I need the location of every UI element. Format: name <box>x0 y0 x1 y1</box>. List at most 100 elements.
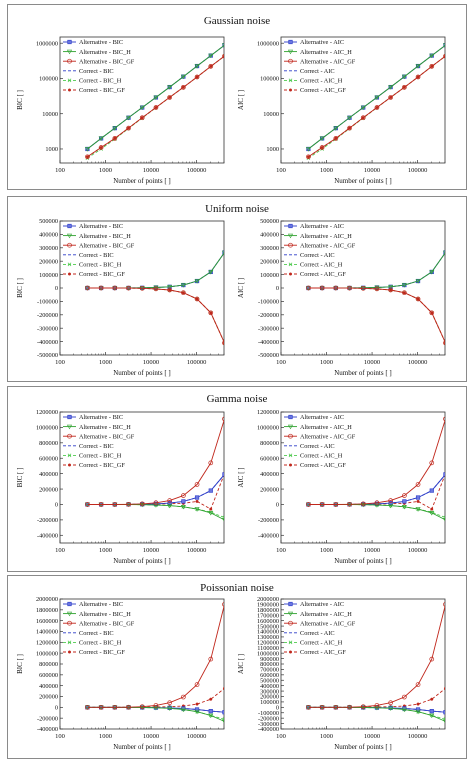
data-point <box>360 285 366 291</box>
y-tick-label: 400000 <box>39 232 58 239</box>
legend-marker <box>287 49 294 55</box>
legend-marker <box>288 262 293 267</box>
y-tick-label: 1200000 <box>36 640 58 647</box>
legend-marker <box>288 78 293 83</box>
x-tick-label: 100000 <box>408 167 428 174</box>
legend-marker <box>67 242 72 248</box>
data-point <box>429 53 435 59</box>
data-point <box>319 145 325 150</box>
x-tick-label: 1000 <box>320 167 333 174</box>
data-point <box>167 284 173 290</box>
legend-label: Alternative - BIC_GF <box>79 58 135 65</box>
x-tick-label: 1000 <box>99 547 112 554</box>
data-point <box>443 340 445 346</box>
data-point <box>98 136 104 141</box>
data-point <box>443 341 445 345</box>
legend-label: Alternative - BIC_H <box>79 424 131 431</box>
data-point <box>430 697 434 701</box>
data-point <box>401 504 407 510</box>
y-tick-label: 1000000 <box>257 425 279 432</box>
data-point <box>360 115 366 121</box>
data-point <box>208 460 214 466</box>
legend-label: Alternative - BIC_GF <box>79 620 135 627</box>
data-point <box>319 285 325 291</box>
data-point <box>443 717 445 722</box>
x-tick-label: 10000 <box>143 733 159 740</box>
legend-label: Alternative - AIC_H <box>300 49 352 56</box>
y-tick-label: 900000 <box>260 656 279 663</box>
legend-marker <box>67 262 72 267</box>
series-1 <box>84 43 224 152</box>
data-point <box>208 64 214 69</box>
data-point <box>208 511 214 516</box>
data-point <box>153 286 159 292</box>
data-point <box>167 498 172 503</box>
y-tick-label: -200000 <box>258 715 279 722</box>
x-tick-label: 10000 <box>143 547 159 554</box>
data-point <box>443 53 445 59</box>
y-tick-label: -200000 <box>258 312 279 319</box>
x-tick-label: 100000 <box>187 733 207 740</box>
y-tick-label: 1400000 <box>257 629 279 636</box>
data-point <box>416 702 420 706</box>
data-point <box>319 502 325 507</box>
data-point <box>374 503 380 508</box>
y-tick-label: 1000000 <box>36 40 58 47</box>
data-point <box>401 283 407 288</box>
data-point <box>360 105 366 111</box>
data-point <box>153 705 159 711</box>
data-point <box>85 704 90 710</box>
data-point <box>222 341 224 345</box>
legend-label: Correct - BIC <box>79 443 114 450</box>
y-tick-label: 0 <box>55 705 58 712</box>
legend-marker <box>289 463 293 467</box>
data-point <box>402 694 407 700</box>
x-axis-label: Number of points [ ] <box>334 743 392 751</box>
data-point <box>167 500 172 506</box>
legend-label: Correct - AIC_GF <box>300 462 346 469</box>
y-tick-label: 300000 <box>39 245 58 252</box>
y-axis-label: AIC [ ] <box>237 90 245 110</box>
y-tick-label: 2000000 <box>36 596 58 603</box>
panel-title: Gaussian noise <box>203 15 271 27</box>
legend-marker <box>66 611 73 617</box>
legend-marker <box>288 414 293 420</box>
data-point <box>388 503 394 509</box>
legend-label: Correct - AIC <box>300 252 335 259</box>
data-point <box>194 64 200 69</box>
y-tick-label: 200000 <box>260 258 279 265</box>
x-tick-label: 1000 <box>320 359 333 366</box>
legend: Alternative - BIC Alternative - BIC_H Alte… <box>63 39 135 94</box>
data-point <box>208 270 214 275</box>
y-tick-label: 0 <box>55 285 58 292</box>
y-tick-label: 200000 <box>260 486 279 493</box>
data-point <box>194 709 200 715</box>
y-tick-label: 0 <box>276 285 279 292</box>
x-tick-label: 100000 <box>187 359 207 366</box>
data-point <box>222 53 224 59</box>
series-line <box>87 604 224 708</box>
series-line <box>87 55 224 158</box>
x-axis-label: Number of points [ ] <box>334 369 392 377</box>
y-tick-label: 1800000 <box>36 607 58 614</box>
x-axis-label: Number of points [ ] <box>334 177 392 185</box>
data-point <box>139 105 145 111</box>
legend: Alternative - BIC Alternative - BIC_H Alte… <box>63 601 135 656</box>
data-point <box>98 704 104 710</box>
data-point <box>429 64 435 69</box>
plot-frame <box>280 411 446 544</box>
y-tick-label: -400000 <box>37 726 58 733</box>
data-point <box>402 84 407 90</box>
y-tick-label: -400000 <box>37 532 58 539</box>
data-point <box>180 707 186 713</box>
y-tick-label: 400000 <box>39 683 58 690</box>
data-point <box>429 488 434 493</box>
data-point <box>180 504 186 510</box>
y-tick-label: 200000 <box>39 694 58 701</box>
data-point <box>153 500 159 506</box>
legend: Alternative - AIC Alternative - AIC_H Alte… <box>284 223 356 278</box>
data-point <box>415 64 421 69</box>
y-tick-label: 300000 <box>260 688 279 695</box>
legend-marker <box>67 640 72 645</box>
